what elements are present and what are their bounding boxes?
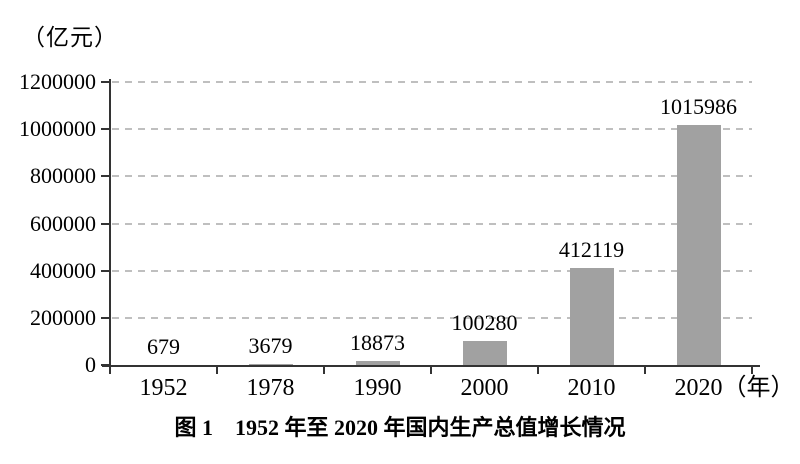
y-tick-mark	[101, 316, 110, 319]
bar-value-label: 412119	[558, 237, 625, 262]
x-tick-mark	[430, 367, 432, 374]
y-tick-mark	[101, 222, 110, 225]
bar-value-label: 679	[147, 334, 180, 359]
gridline	[112, 175, 752, 178]
y-tick-label: 800000	[30, 163, 96, 189]
y-tick-label: 600000	[30, 210, 96, 236]
x-tick-label: 2020 （年）	[674, 375, 795, 401]
bar	[569, 268, 614, 365]
x-axis-line	[102, 365, 760, 367]
gridline	[112, 316, 752, 319]
bar	[462, 341, 507, 365]
gridline	[112, 222, 752, 225]
bar	[248, 364, 293, 365]
y-tick-mark	[101, 175, 110, 178]
y-tick-mark	[101, 269, 110, 272]
bar-value-label: 3679	[248, 333, 293, 358]
x-tick-label: 2010	[567, 375, 616, 401]
bar	[355, 361, 400, 365]
y-tick-label: 1200000	[19, 69, 96, 94]
y-tick-mark	[101, 81, 110, 83]
gridline	[112, 128, 752, 131]
bar-value-label: 100280	[451, 310, 518, 335]
gridline	[112, 81, 752, 83]
x-tick-label: 1952	[139, 375, 188, 401]
y-tick-label: 400000	[30, 257, 96, 283]
x-tick-label: 2000	[460, 375, 509, 401]
x-tick-mark	[644, 367, 646, 374]
bar	[676, 125, 721, 365]
x-tick-mark	[537, 367, 539, 374]
y-axis-unit-label: （亿元）	[22, 25, 118, 50]
y-tick-label: 1000000	[19, 116, 96, 142]
y-tick-mark	[101, 128, 110, 131]
x-axis-unit-suffix: （年）	[722, 375, 795, 401]
x-tick-mark	[109, 367, 111, 374]
x-tick-label: 1978	[246, 375, 295, 401]
bar-value-label: 18873	[350, 330, 405, 355]
gridline	[112, 269, 752, 272]
x-tick-label: 1990	[353, 375, 402, 401]
y-tick-label: 0	[85, 352, 96, 377]
x-tick-mark	[216, 367, 218, 374]
x-tick-mark	[751, 367, 753, 374]
bar-value-label: 1015986	[660, 94, 737, 119]
figure-caption: 图 1 1952 年至 2020 年国内生产总值增长情况	[174, 415, 626, 440]
x-tick-mark	[323, 367, 325, 374]
y-axis-line	[109, 79, 111, 367]
y-tick-label: 200000	[30, 304, 96, 330]
